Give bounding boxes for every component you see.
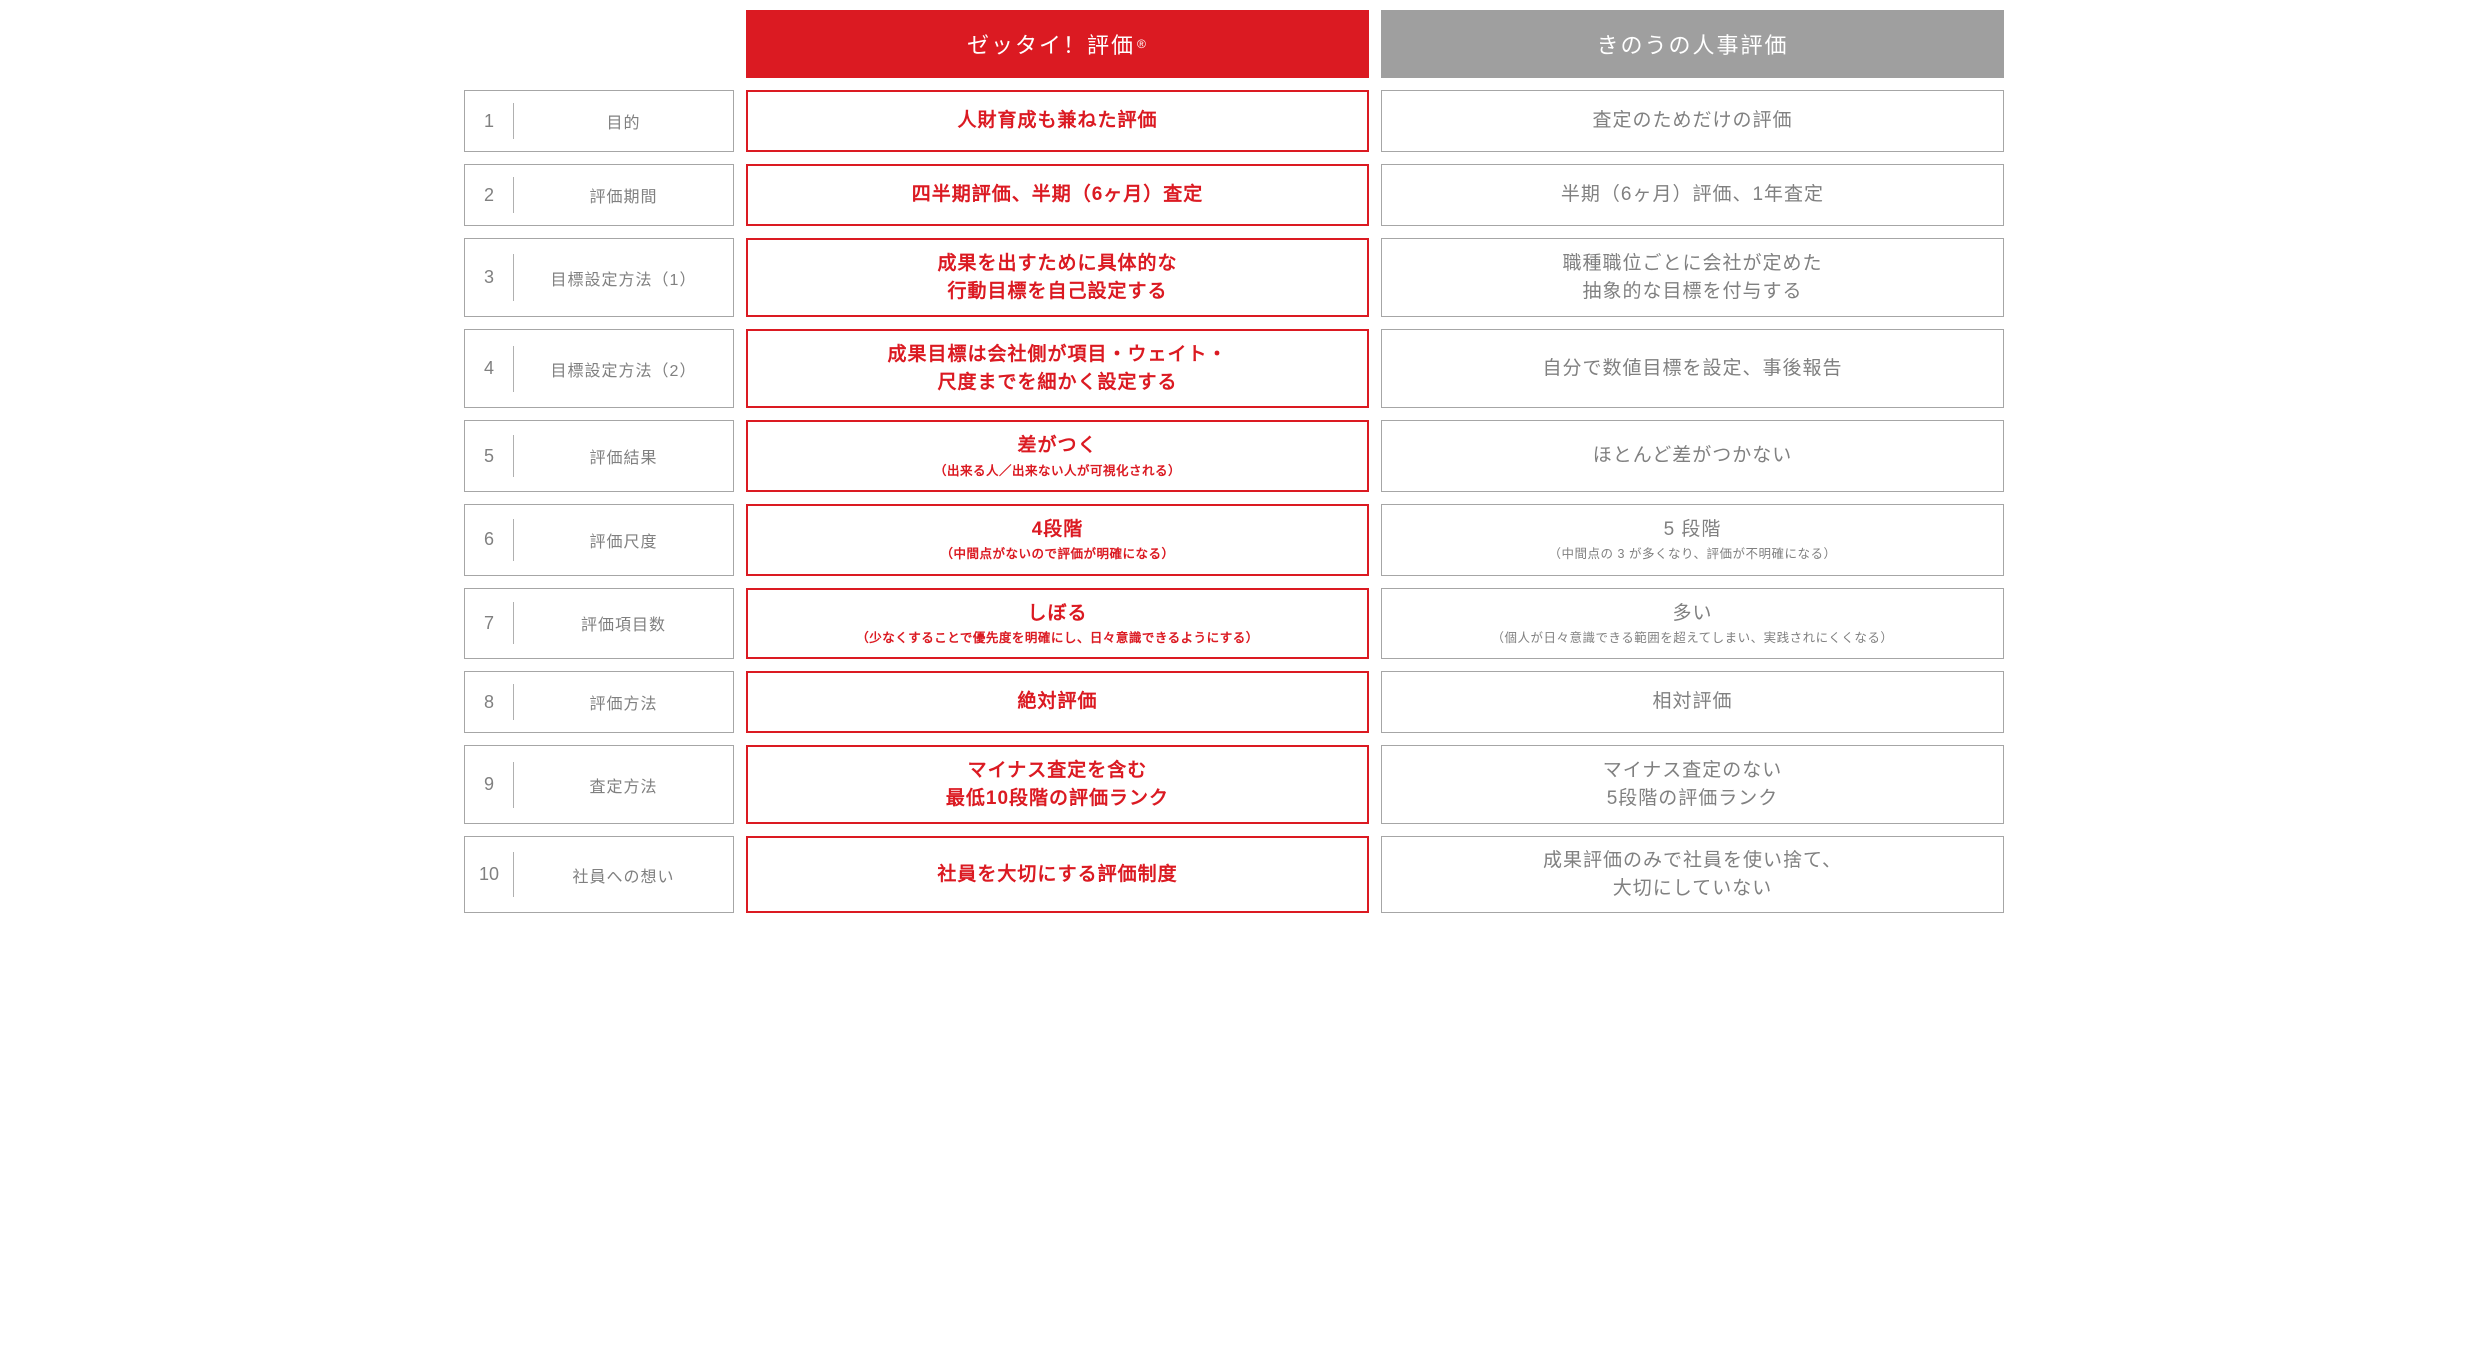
value-col-a: 人財育成も兼ねた評価 xyxy=(746,90,1369,152)
value-col-a-main: 四半期評価、半期（6ヶ月）査定 xyxy=(912,181,1204,209)
row-label-text: 社員への想い xyxy=(514,837,733,912)
value-col-a-sub: （少なくすることで優先度を明確にし、日々意識できるようにする） xyxy=(856,629,1259,647)
value-col-a: しぼる（少なくすることで優先度を明確にし、日々意識できるようにする） xyxy=(746,588,1369,660)
value-col-b: マイナス査定のない 5段階の評価ランク xyxy=(1381,745,2004,824)
row-label-text: 目的 xyxy=(514,91,733,151)
header-col-a: ゼッタイ！評価® xyxy=(746,10,1369,78)
value-col-b-main: 半期（6ヶ月）評価、1年査定 xyxy=(1561,181,1824,209)
rows-container: 1目的 人財育成も兼ねた評価 査定のためだけの評価 2評価期間 四半期評価、半期（6ヶ月… xyxy=(464,90,2004,913)
row-label-text: 評価期間 xyxy=(514,165,733,225)
value-col-b-main: 相対評価 xyxy=(1652,688,1732,716)
row-number: 10 xyxy=(465,837,513,912)
table-row: 4目標設定方法（2） 成果目標は会社側が項目・ウェイト・ 尺度までを細かく設定する… xyxy=(464,329,2004,408)
header-spacer xyxy=(464,10,734,78)
row-number: 1 xyxy=(465,91,513,151)
row-number: 2 xyxy=(465,165,513,225)
row-label: 7評価項目数 xyxy=(464,588,734,660)
value-col-b: 職種職位ごとに会社が定めた 抽象的な目標を付与する xyxy=(1381,238,2004,317)
value-col-a-main: マイナス査定を含む 最低10段階の評価ランク xyxy=(946,757,1169,812)
header-col-a-text: ゼッタイ！評価 xyxy=(967,28,1135,60)
table-row: 7評価項目数しぼる（少なくすることで優先度を明確にし、日々意識できるようにする）… xyxy=(464,588,2004,660)
value-col-b-main: ほとんど差がつかない xyxy=(1593,442,1792,470)
row-label-text: 査定方法 xyxy=(514,746,733,823)
row-label-text: 評価項目数 xyxy=(514,589,733,659)
value-col-a-main: 4段階 xyxy=(1032,516,1084,544)
comparison-table: ゼッタイ！評価® きのうの人事評価 1目的 人財育成も兼ねた評価 査定のためだけの評… xyxy=(464,10,2004,913)
row-number: 6 xyxy=(465,505,513,575)
row-number: 8 xyxy=(465,672,513,732)
table-row: 5評価結果 差がつく （出来る人／出来ない人が可視化される） ほとんど差がつかない xyxy=(464,420,2004,492)
table-row: 3目標設定方法（1） 成果を出すために具体的な 行動目標を自己設定する 職種職位ごと… xyxy=(464,238,2004,317)
row-number: 9 xyxy=(465,746,513,823)
value-col-b: 査定のためだけの評価 xyxy=(1381,90,2004,152)
row-label-text: 評価尺度 xyxy=(514,505,733,575)
value-col-a-main: 社員を大切にする評価制度 xyxy=(937,861,1177,889)
value-col-b: 成果評価のみで社員を使い捨て、 大切にしていない xyxy=(1381,836,2004,913)
table-row: 6評価尺度4段階（中間点がないので評価が明確になる）5 段階（中間点の 3 が多… xyxy=(464,504,2004,576)
table-row: 10社員への想い 社員を大切にする評価制度 成果評価のみで社員を使い捨て、 大切にし… xyxy=(464,836,2004,913)
value-col-a-main: 成果を出すために具体的な 行動目標を自己設定する xyxy=(937,250,1177,305)
value-col-b-main: 5 段階 xyxy=(1664,516,1722,544)
row-label: 10社員への想い xyxy=(464,836,734,913)
row-label: 8評価方法 xyxy=(464,671,734,733)
value-col-a: 差がつく （出来る人／出来ない人が可視化される） xyxy=(746,420,1369,492)
value-col-a: 社員を大切にする評価制度 xyxy=(746,836,1369,913)
table-row: 1目的 人財育成も兼ねた評価 査定のためだけの評価 xyxy=(464,90,2004,152)
value-col-b: 相対評価 xyxy=(1381,671,2004,733)
row-label: 1目的 xyxy=(464,90,734,152)
row-label: 6評価尺度 xyxy=(464,504,734,576)
value-col-a: 成果を出すために具体的な 行動目標を自己設定する xyxy=(746,238,1369,317)
header-col-b-text: きのうの人事評価 xyxy=(1596,28,1788,60)
value-col-b: 5 段階（中間点の 3 が多くなり、評価が不明確になる） xyxy=(1381,504,2004,576)
value-col-b-main: 成果評価のみで社員を使い捨て、 大切にしていない xyxy=(1543,847,1842,902)
row-number: 5 xyxy=(465,421,513,491)
value-col-b: 半期（6ヶ月）評価、1年査定 xyxy=(1381,164,2004,226)
row-label: 2評価期間 xyxy=(464,164,734,226)
value-col-b-main: 多い xyxy=(1672,600,1712,628)
row-label: 4目標設定方法（2） xyxy=(464,329,734,408)
row-label: 9査定方法 xyxy=(464,745,734,824)
value-col-b: ほとんど差がつかない xyxy=(1381,420,2004,492)
row-label-text: 目標設定方法（1） xyxy=(514,239,733,316)
table-row: 2評価期間 四半期評価、半期（6ヶ月）査定 半期（6ヶ月）評価、1年査定 xyxy=(464,164,2004,226)
row-number: 4 xyxy=(465,330,513,407)
table-row: 8評価方法 絶対評価 相対評価 xyxy=(464,671,2004,733)
row-number: 7 xyxy=(465,589,513,659)
row-number: 3 xyxy=(465,239,513,316)
header-col-a-mark: ® xyxy=(1137,37,1148,51)
value-col-a-sub: （出来る人／出来ない人が可視化される） xyxy=(934,462,1181,480)
value-col-b-main: 職種職位ごとに会社が定めた 抽象的な目標を付与する xyxy=(1562,250,1822,305)
value-col-b: 自分で数値目標を設定、事後報告 xyxy=(1381,329,2004,408)
value-col-b-sub: （中間点の 3 が多くなり、評価が不明確になる） xyxy=(1549,545,1837,563)
value-col-b-main: マイナス査定のない 5段階の評価ランク xyxy=(1603,757,1783,812)
row-label-text: 評価方法 xyxy=(514,672,733,732)
value-col-a-main: 成果目標は会社側が項目・ウェイト・ 尺度までを細かく設定する xyxy=(887,341,1227,396)
value-col-b-main: 査定のためだけの評価 xyxy=(1592,107,1792,135)
value-col-a: 絶対評価 xyxy=(746,671,1369,733)
table-row: 9査定方法 マイナス査定を含む 最低10段階の評価ランク マイナス査定のない 5段階… xyxy=(464,745,2004,824)
value-col-b-main: 自分で数値目標を設定、事後報告 xyxy=(1542,355,1842,383)
row-label-text: 目標設定方法（2） xyxy=(514,330,733,407)
value-col-a: 4段階（中間点がないので評価が明確になる） xyxy=(746,504,1369,576)
row-label: 5評価結果 xyxy=(464,420,734,492)
value-col-a-main: しぼる xyxy=(1027,600,1087,628)
header-row: ゼッタイ！評価® きのうの人事評価 xyxy=(464,10,2004,78)
header-col-b: きのうの人事評価 xyxy=(1381,10,2004,78)
value-col-a: 成果目標は会社側が項目・ウェイト・ 尺度までを細かく設定する xyxy=(746,329,1369,408)
value-col-a-main: 人財育成も兼ねた評価 xyxy=(957,107,1157,135)
value-col-a: 四半期評価、半期（6ヶ月）査定 xyxy=(746,164,1369,226)
value-col-a-main: 絶対評価 xyxy=(1017,688,1097,716)
row-label-text: 評価結果 xyxy=(514,421,733,491)
value-col-b: 多い（個人が日々意識できる範囲を超えてしまい、実践されにくくなる） xyxy=(1381,588,2004,660)
value-col-a-main: 差がつく xyxy=(1017,432,1097,460)
value-col-a-sub: （中間点がないので評価が明確になる） xyxy=(940,545,1174,563)
value-col-a: マイナス査定を含む 最低10段階の評価ランク xyxy=(746,745,1369,824)
value-col-b-sub: （個人が日々意識できる範囲を超えてしまい、実践されにくくなる） xyxy=(1492,629,1894,647)
row-label: 3目標設定方法（1） xyxy=(464,238,734,317)
